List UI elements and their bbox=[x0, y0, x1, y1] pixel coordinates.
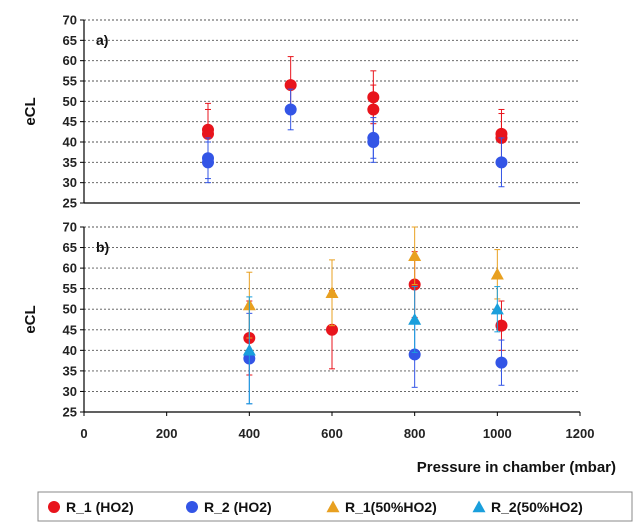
y-tick-label: 30 bbox=[63, 384, 77, 399]
series-r-1-50-ho2- bbox=[242, 226, 504, 339]
x-tick-label: 400 bbox=[238, 426, 260, 441]
data-point bbox=[495, 156, 508, 169]
data-point bbox=[284, 103, 297, 116]
panel-label: b) bbox=[96, 239, 109, 255]
panel-label: a) bbox=[96, 32, 108, 48]
legend-marker bbox=[186, 501, 198, 513]
y-tick-label: 55 bbox=[63, 281, 77, 296]
y-tick-label: 45 bbox=[63, 114, 77, 129]
data-point bbox=[495, 356, 508, 369]
data-point bbox=[242, 343, 256, 356]
data-point bbox=[202, 156, 214, 169]
legend-marker bbox=[472, 500, 486, 513]
y-tick-label: 50 bbox=[63, 302, 77, 317]
legend-label: R_2 (HO2) bbox=[204, 499, 272, 515]
x-tick-label: 1200 bbox=[566, 426, 595, 441]
y-axis-title: eCL bbox=[22, 97, 39, 125]
data-point bbox=[408, 348, 421, 361]
legend-item: R_2(50%HO2) bbox=[472, 499, 583, 515]
legend-label: R_1(50%HO2) bbox=[345, 499, 437, 515]
x-tick-label: 200 bbox=[156, 426, 178, 441]
y-tick-label: 65 bbox=[63, 240, 77, 255]
y-tick-label: 40 bbox=[63, 343, 77, 358]
y-tick-label: 60 bbox=[63, 53, 77, 68]
series-r-2-ho2- bbox=[202, 88, 508, 188]
x-tick-label: 800 bbox=[404, 426, 426, 441]
y-tick-label: 35 bbox=[63, 155, 77, 170]
x-axis-title: Pressure in chamber (mbar) bbox=[417, 459, 616, 476]
data-point bbox=[367, 136, 380, 148]
y-tick-label: 70 bbox=[63, 220, 77, 235]
y-tick-label: 70 bbox=[63, 13, 77, 28]
y-axis-title: eCL bbox=[22, 305, 39, 333]
y-tick-label: 25 bbox=[63, 196, 77, 211]
x-tick-label: 0 bbox=[80, 426, 87, 441]
data-point bbox=[490, 302, 504, 315]
y-tick-label: 65 bbox=[63, 33, 77, 48]
legend-marker bbox=[326, 500, 340, 513]
y-tick-label: 40 bbox=[63, 135, 77, 150]
data-point bbox=[490, 267, 504, 280]
data-point bbox=[367, 103, 380, 116]
panel-a: 25 30 35 40 45 50 55 60 65 70 eCL a) bbox=[22, 13, 580, 211]
y-tick-label: 60 bbox=[63, 261, 77, 276]
legend-item: R_1 (HO2) bbox=[48, 499, 134, 515]
legend-label: R_1 (HO2) bbox=[66, 499, 134, 515]
data-point bbox=[408, 249, 422, 261]
legend: R_1 (HO2) R_2 (HO2) R_1(50%HO2) R_2(50%HO2) bbox=[37, 491, 633, 522]
y-tick-label: 50 bbox=[63, 94, 77, 109]
x-tick-label: 1000 bbox=[483, 426, 512, 441]
y-tick-label: 30 bbox=[63, 175, 77, 190]
data-point bbox=[202, 127, 214, 140]
series-r-1-ho2- bbox=[243, 251, 508, 376]
y-tick-label: 35 bbox=[63, 363, 77, 378]
y-tick-label: 55 bbox=[63, 74, 77, 89]
data-point bbox=[367, 91, 380, 104]
data-point bbox=[325, 286, 339, 298]
data-point bbox=[408, 313, 422, 325]
legend-item: R_1(50%HO2) bbox=[326, 499, 437, 515]
series-r-1-ho2- bbox=[202, 56, 508, 163]
data-point bbox=[495, 319, 508, 332]
legend-marker bbox=[48, 501, 60, 513]
legend-label: R_2(50%HO2) bbox=[491, 499, 583, 515]
y-tick-label: 25 bbox=[63, 405, 77, 420]
y-tick-label: 45 bbox=[63, 322, 77, 337]
data-point bbox=[326, 323, 338, 336]
panel-b: 25 30 35 40 45 50 55 60 65 70 eCL b) 0 200 400 600 800 10… bbox=[22, 220, 616, 477]
data-point bbox=[284, 79, 297, 92]
series-r-2-50-ho2- bbox=[242, 286, 504, 405]
series-r-2-ho2- bbox=[243, 312, 508, 405]
x-tick-label: 600 bbox=[321, 426, 343, 441]
legend-item: R_2 (HO2) bbox=[186, 499, 272, 515]
